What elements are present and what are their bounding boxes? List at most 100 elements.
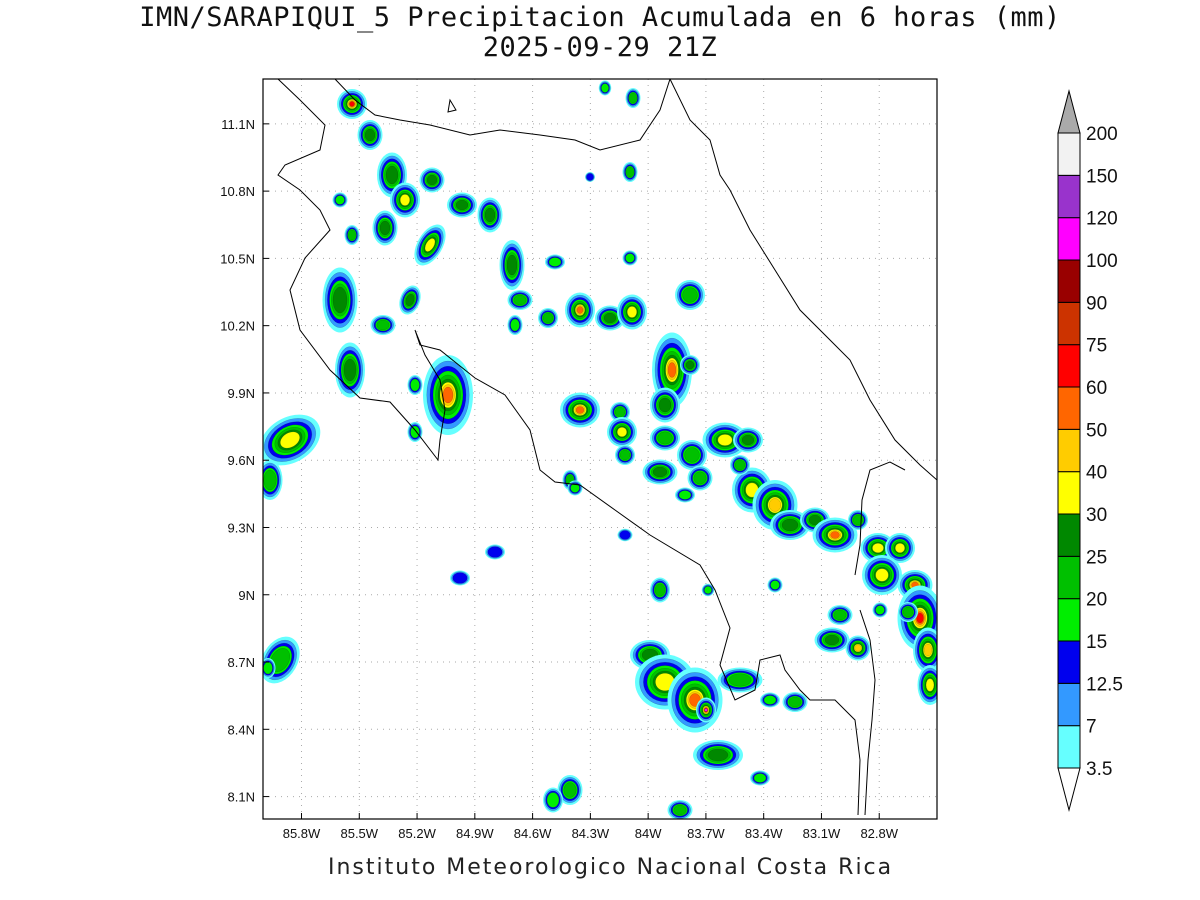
precip-cell (263, 414, 321, 466)
colorbar-swatch (1057, 217, 1081, 261)
precip-cell (372, 210, 398, 246)
precip-cell (885, 533, 915, 563)
colorbar-swatch (1057, 513, 1081, 557)
map-timestamp: 2025-09-29 21Z (482, 32, 718, 63)
colorbar-label: 200 (1086, 124, 1118, 145)
precip-cell (733, 427, 763, 453)
precip-cell (610, 402, 630, 422)
precip-cell (625, 88, 641, 108)
precip-cell (860, 533, 896, 563)
precip-cell (622, 250, 638, 266)
precip-cell (675, 280, 705, 310)
precip-cell (702, 422, 748, 458)
lon-tick-label: 85.8W (283, 826, 321, 841)
precip-cell (848, 510, 868, 530)
precip-cell (390, 182, 420, 218)
precip-cell (750, 770, 770, 786)
precip-cell (693, 740, 743, 770)
precip-cell (717, 667, 763, 693)
colorbar-swatch (1057, 132, 1081, 176)
precip-cell (650, 577, 670, 603)
colorbar-swatch (1057, 555, 1081, 600)
latitude-axis: 11.1N 10.8N 10.5N 10.2N 9.9N 9.6N 9.3N 9N 8.7N 8.… (220, 117, 269, 805)
colorbar-label: 50 (1086, 420, 1107, 441)
precip-cell (872, 602, 888, 618)
lat-tick-label: 10.2N (220, 319, 255, 334)
precip-cell (399, 285, 421, 315)
lat-tick-label: 9N (238, 588, 255, 603)
map-frame (262, 78, 938, 820)
precip-cell (332, 192, 348, 208)
colorbar-swatch (1057, 344, 1081, 388)
colorbar-swatch (1057, 174, 1081, 219)
precip-cell (782, 692, 808, 712)
colorbar-label: 60 (1086, 378, 1107, 399)
precip-cell (615, 445, 635, 465)
precip-cell (898, 602, 918, 622)
precip-cell (419, 167, 445, 193)
colorbar-swatch (1057, 386, 1081, 430)
precip-cell (845, 635, 871, 661)
colorbar-label: 100 (1086, 251, 1118, 272)
longitude-axis: 85.8W 85.5W 85.2W 84.9W 84.6W 84.3W 84W 83.7W 83… (283, 813, 899, 841)
colorbar-swatch (1057, 725, 1081, 769)
precip-cell (667, 667, 723, 733)
precip-cell (913, 627, 937, 673)
precip-cell (322, 267, 358, 333)
lat-tick-label: 8.1N (228, 790, 255, 805)
lon-tick-label: 84.9W (456, 826, 494, 841)
precip-cell (675, 487, 695, 503)
precip-cell (545, 254, 565, 270)
precip-cell (767, 577, 783, 593)
precip-cell (696, 697, 716, 723)
lon-tick-label: 82.8W (860, 826, 898, 841)
precip-cell (667, 800, 693, 819)
colorbar-legend: 3.5 7 12.5 15 20 25 30 40 50 60 75 90 100 120 150 200 (1057, 89, 1123, 812)
precip-cell (263, 636, 300, 684)
precip-cell (760, 692, 780, 708)
colorbar-label: 7 (1086, 717, 1097, 738)
colorbar-label: 3.5 (1086, 759, 1112, 780)
precip-cell (263, 658, 276, 678)
precip-cell (650, 425, 680, 451)
precip-cell (543, 787, 563, 813)
colorbar-swatch (1057, 640, 1081, 684)
precip-cell (701, 583, 715, 597)
colorbar-label: 12.5 (1086, 674, 1123, 695)
precip-cell (370, 315, 396, 335)
precip-cell (598, 80, 612, 96)
precip-cell (827, 605, 853, 625)
precip-cell (607, 417, 637, 447)
colorbar-swatch (1057, 301, 1081, 346)
precip-cell (499, 240, 525, 290)
lon-tick-label: 83.1W (803, 826, 841, 841)
lat-tick-label: 8.4N (228, 722, 255, 737)
precip-cell (567, 480, 583, 496)
colorbar-label: 30 (1086, 505, 1107, 526)
precip-cell (450, 570, 470, 586)
precip-cell (335, 342, 365, 398)
precip-cell (622, 162, 638, 182)
colorbar-over-arrow (1057, 89, 1081, 134)
map-title: IMN/SARAPIQUI_5 Precipitacion Acumulada … (139, 2, 1061, 33)
colorbar-label: 150 (1086, 166, 1118, 187)
lon-tick-label: 83.7W (687, 826, 725, 841)
precip-cell (507, 315, 523, 335)
precip-cell (507, 290, 533, 310)
colorbar-label: 40 (1086, 463, 1107, 484)
precip-cell (423, 355, 473, 435)
colorbar-swatch (1057, 471, 1081, 515)
lon-tick-label: 85.2W (398, 826, 436, 841)
precip-cell (680, 355, 700, 375)
precip-cell (862, 555, 902, 595)
lat-tick-label: 10.8N (220, 184, 255, 199)
lat-tick-label: 9.6N (228, 453, 255, 468)
lat-tick-label: 11.1N (221, 117, 255, 132)
lat-tick-label: 9.9N (228, 386, 255, 401)
precip-cell (595, 305, 625, 331)
precipitation-field (263, 80, 937, 819)
colorbar-label: 75 (1086, 336, 1107, 357)
colorbar-swatch (1057, 259, 1081, 303)
colorbar-label: 20 (1086, 590, 1107, 611)
precip-cell (407, 375, 423, 395)
